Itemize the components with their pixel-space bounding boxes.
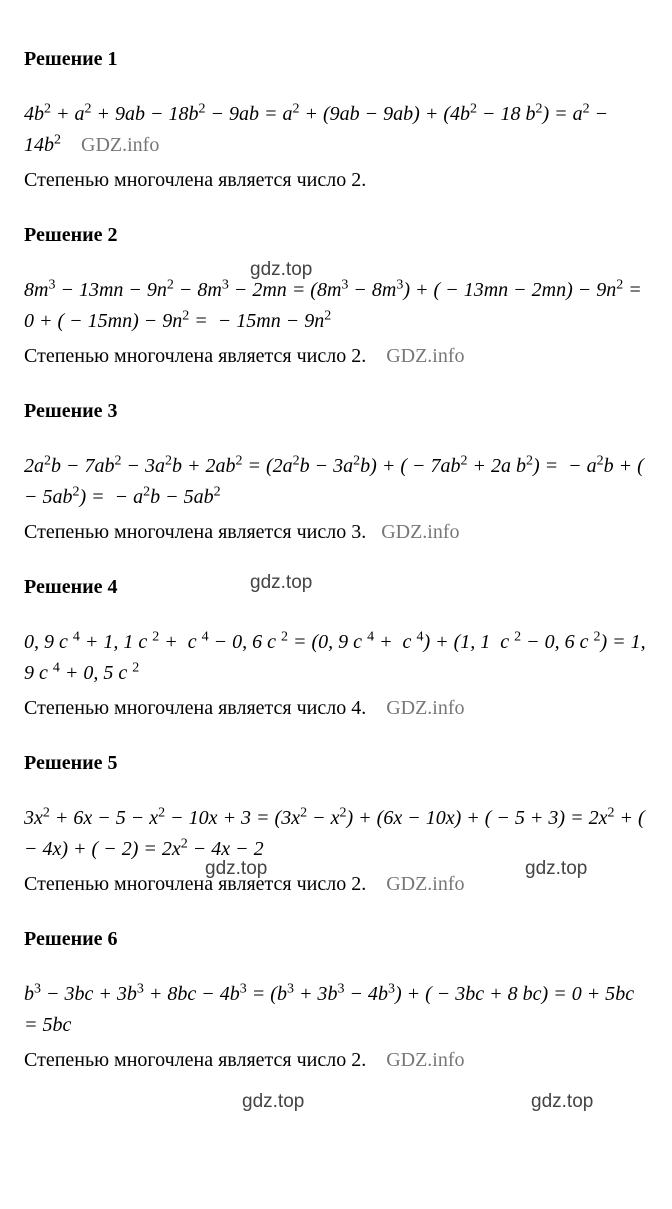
solution-math: 2a2b − 7ab2 − 3a2b + 2ab2 = (2a2b − 3a2b…	[24, 451, 648, 513]
solution-conclusion: Степенью многочлена является число 3. GD…	[24, 517, 648, 548]
solution-math: 4b2 + a2 + 9ab − 18b2 − 9ab = a2 + (9ab …	[24, 99, 648, 161]
gdz-top-watermark: gdz.top	[242, 1087, 304, 1116]
solution-heading: Решение 2	[24, 220, 648, 251]
solution-heading: Решение 3	[24, 396, 648, 427]
solution-math: b3 − 3bc + 3b3 + 8bc − 4b3 = (b3 + 3b3 −…	[24, 979, 648, 1041]
solution-heading: Решение 5	[24, 748, 648, 779]
solution-conclusion: Степенью многочлена является число 2.	[24, 165, 648, 196]
solution-conclusion: Степенью многочлена является число 4. GD…	[24, 693, 648, 724]
gdz-top-watermark: gdz.top	[250, 568, 312, 597]
solution-conclusion: Степенью многочлена является число 2. GD…	[24, 1045, 648, 1076]
solution-heading: Решение 1	[24, 44, 648, 75]
solution-conclusion: Степенью многочлена является число 2. GD…	[24, 341, 648, 372]
solution-math: 8m3 − 13mn − 9n2 − 8m3 − 2mn = (8m3 − 8m…	[24, 275, 648, 337]
gdz-top-watermark: gdz.top	[531, 1087, 593, 1116]
gdz-top-watermark: gdz.top	[525, 854, 587, 883]
solution-heading: Решение 6	[24, 924, 648, 955]
solution-heading: Решение 4	[24, 572, 648, 603]
gdz-top-watermark: gdz.top	[250, 255, 312, 284]
gdz-top-watermark: gdz.top	[205, 854, 267, 883]
solution-math: 0, 9 c 4 + 1, 1 c 2 + c 4 − 0, 6 c 2 = (…	[24, 627, 648, 689]
